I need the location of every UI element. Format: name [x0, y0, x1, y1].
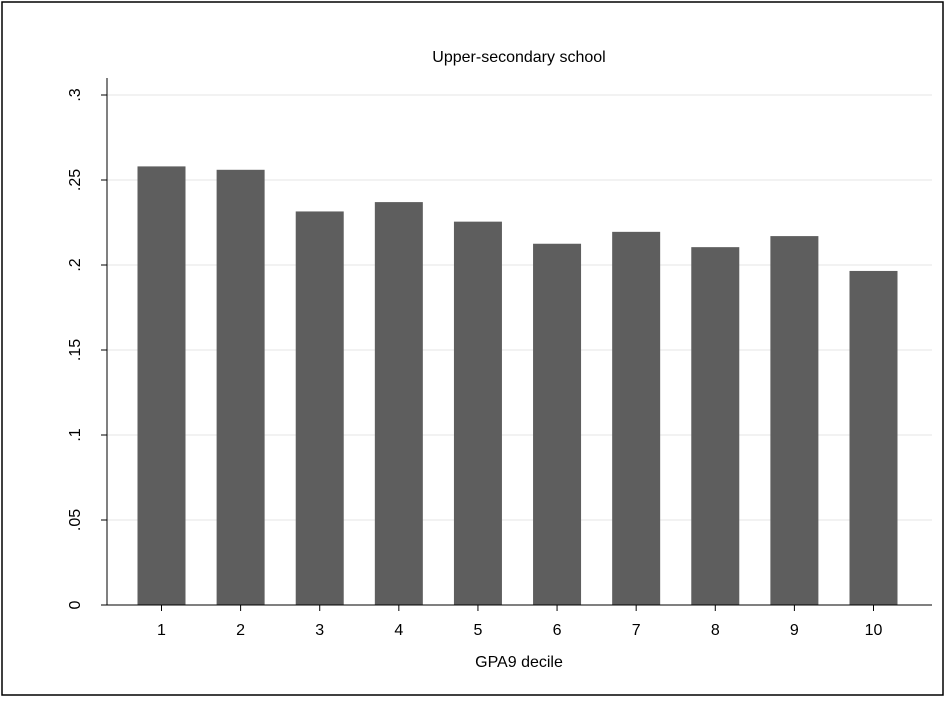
bar	[374, 202, 423, 605]
bar	[691, 247, 740, 605]
x-tick-label: 3	[315, 622, 324, 639]
x-tick-label: 6	[553, 622, 562, 639]
bar	[453, 221, 502, 605]
y-tick-label: .2	[67, 258, 84, 271]
bar	[295, 211, 344, 605]
y-tick-label: .05	[67, 509, 84, 531]
x-axis-label: GPA9 decile	[475, 654, 563, 671]
x-tick-label: 10	[865, 622, 883, 639]
y-tick-label: .25	[67, 169, 84, 191]
bars	[137, 166, 898, 606]
x-tick-label: 1	[157, 622, 166, 639]
bar	[770, 236, 819, 605]
x-tick-label: 2	[236, 622, 245, 639]
chart-title: Upper-secondary school	[432, 49, 605, 66]
x-tick-label: 7	[632, 622, 641, 639]
x-tick-label: 5	[473, 622, 482, 639]
bar	[849, 270, 898, 605]
y-ticks: 0 .05 .1 .15 .2 .25 .3	[67, 88, 107, 609]
y-tick-label: .15	[67, 339, 84, 361]
x-tick-label: 4	[394, 622, 403, 639]
y-tick-label: 0	[67, 600, 84, 609]
x-tick-label: 9	[790, 622, 799, 639]
bar	[216, 169, 265, 606]
y-tick-label: .3	[67, 88, 84, 101]
bar	[533, 243, 582, 605]
bar	[612, 231, 661, 605]
x-tick-label: 8	[711, 622, 720, 639]
bar	[137, 166, 186, 605]
x-ticks: 1 2 3 4 5 6 7 8 9 10	[157, 605, 883, 639]
y-tick-label: .1	[67, 428, 84, 441]
